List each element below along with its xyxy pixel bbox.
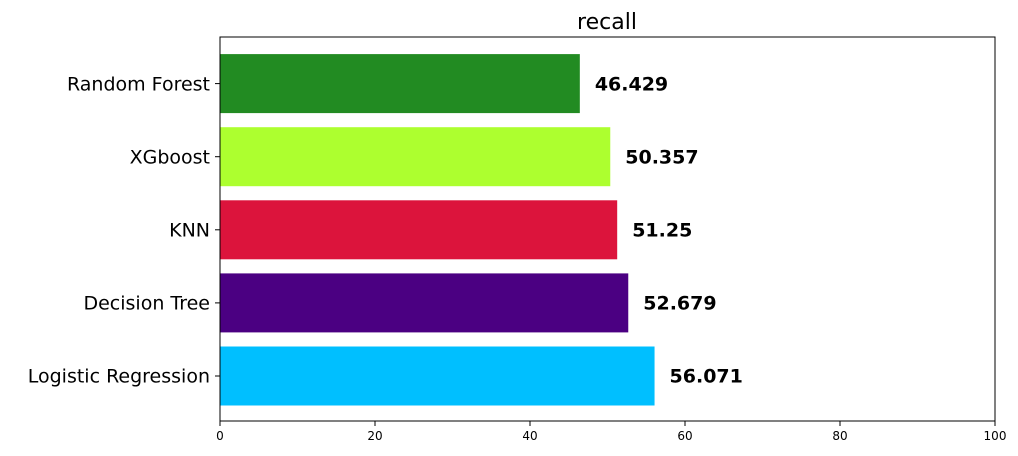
x-tick-label-0: 0 [216, 429, 224, 443]
value-label-decision-tree: 52.679 [643, 293, 716, 315]
x-tick-label-80: 80 [832, 429, 847, 443]
bar-xgboost [220, 127, 611, 187]
bar-decision-tree [220, 273, 629, 333]
category-label-decision-tree: Decision Tree [83, 293, 210, 315]
x-tick-label-60: 60 [677, 429, 692, 443]
category-label-xgboost: XGboost [130, 146, 210, 168]
value-label-logistic-regression: 56.071 [670, 366, 743, 388]
x-tick-label-100: 100 [984, 429, 1007, 443]
value-label-random-forest: 46.429 [595, 73, 668, 95]
bar-knn [220, 200, 618, 260]
bars-group [220, 54, 655, 406]
value-labels-group: 56.071 52.679 51.25 50.357 46.429 [595, 73, 743, 387]
value-label-xgboost: 50.357 [625, 146, 698, 168]
bar-logistic-regression [220, 346, 655, 406]
x-tick-label-40: 40 [522, 429, 537, 443]
value-label-knn: 51.25 [632, 219, 692, 241]
category-label-logistic-regression: Logistic Regression [28, 366, 210, 388]
category-label-random-forest: Random Forest [67, 73, 210, 95]
chart-title: recall [577, 10, 637, 35]
x-tick-label-20: 20 [367, 429, 382, 443]
category-label-knn: KNN [169, 219, 210, 241]
category-labels-group: Logistic Regression Decision Tree KNN XGboo… [28, 73, 220, 388]
x-axis-ticks-group: 0 20 40 60 80 100 [216, 421, 1006, 443]
bar-random-forest [220, 54, 580, 114]
plot-frame [219, 36, 996, 422]
